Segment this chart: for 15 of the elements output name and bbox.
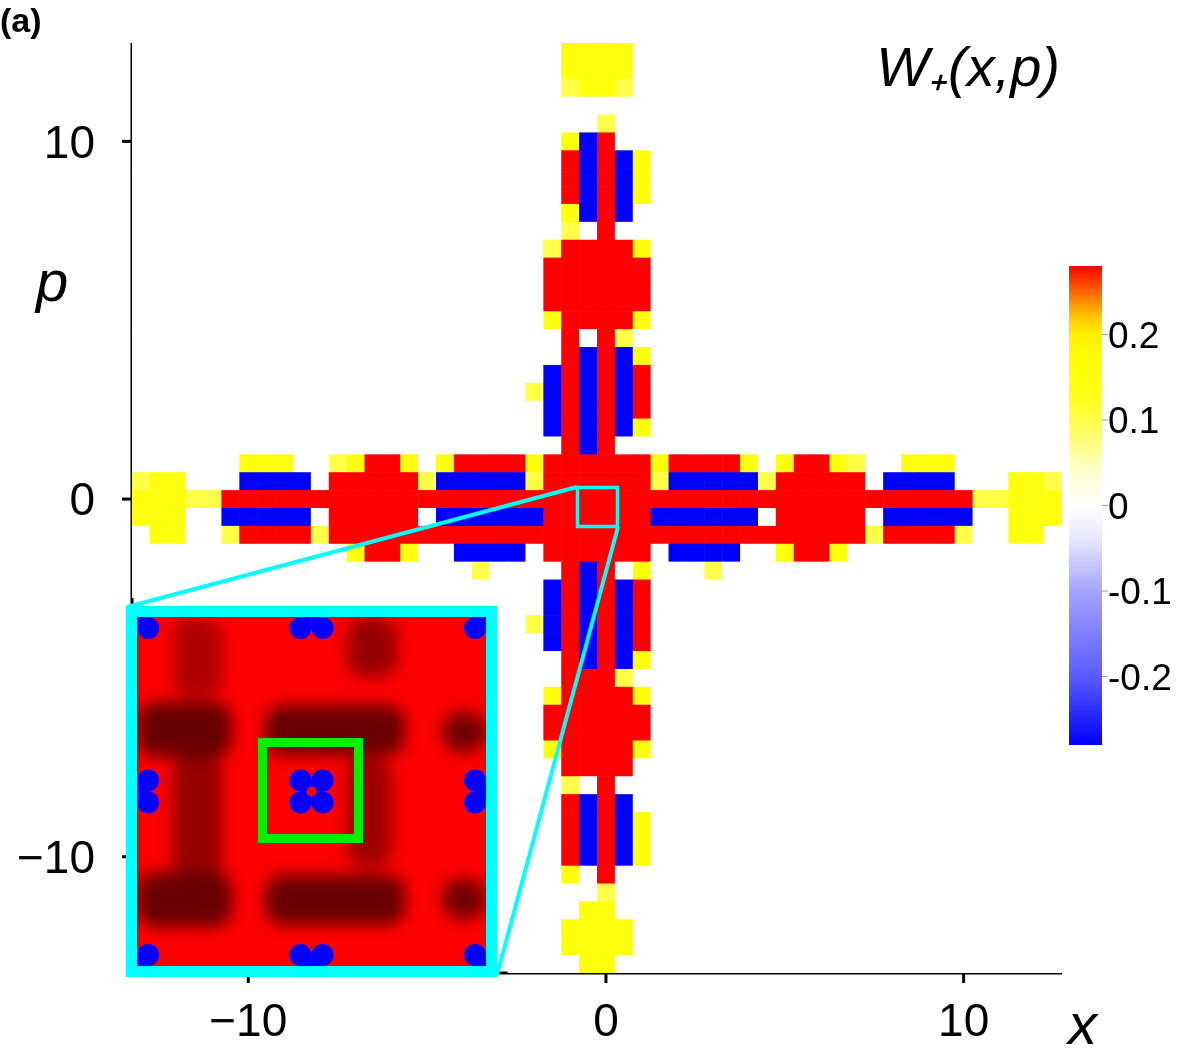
y-axis-title: p — [36, 248, 69, 314]
x-tick-label: 10 — [938, 993, 990, 1046]
color-bar-label: 0.1 — [1108, 400, 1160, 442]
color-bar-label: -0.2 — [1108, 656, 1172, 698]
color-bar-label: -0.1 — [1108, 571, 1172, 613]
chart-title: W₊(x,p) — [875, 35, 1060, 100]
y-tick-label: 10 — [43, 115, 95, 168]
x-axis-title: x — [1068, 991, 1097, 1056]
x-tick-label: −10 — [209, 993, 288, 1046]
color-bar-label: 0.2 — [1108, 314, 1160, 356]
y-tick-label: 0 — [69, 473, 95, 526]
color-bar-label: 0 — [1108, 485, 1129, 527]
x-tick-label: 0 — [593, 993, 619, 1046]
text: (a) — [0, 1, 42, 40]
y-tick-label: −10 — [16, 831, 95, 884]
